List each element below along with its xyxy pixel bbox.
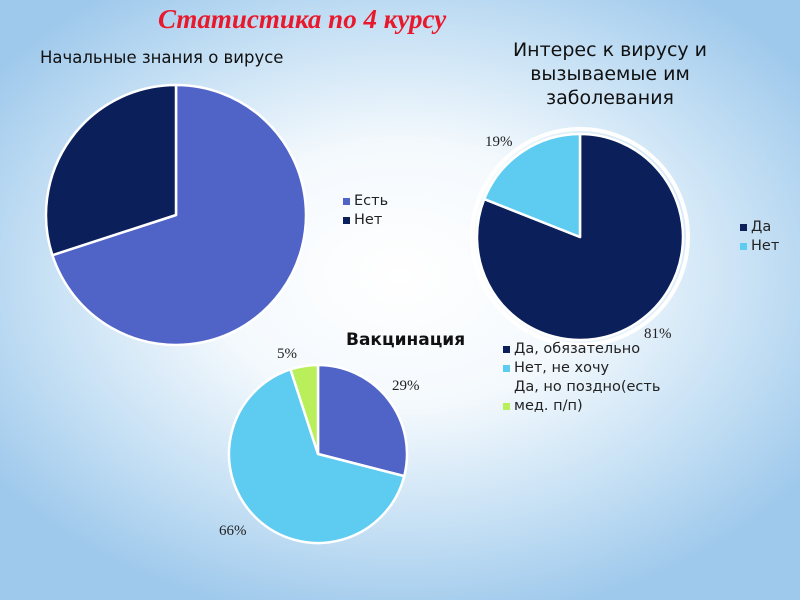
legend-marker [740,243,747,250]
legend-label: Да, но поздно(есть мед. п/п) [514,379,661,414]
chart1-slice-0 [51,83,308,347]
legend-label: Нет [751,238,780,254]
chart1-legend-item-yes: Есть [343,192,388,211]
legend-label: Да [751,219,772,235]
chart1-legend-item-no: Нет [343,211,388,230]
chart2-legend: Да Нет [740,218,779,256]
chart3-data-label-late: 5% [277,346,297,362]
chart3-legend-item-late: Да, но поздно(есть мед. п/п) [503,378,678,416]
legend-marker [343,198,350,205]
chart2-ring [470,127,690,347]
chart3-data-label-no: 66% [219,523,247,539]
slide-title: Статистика по 4 курсу [158,4,447,34]
legend-label: Есть [354,193,389,209]
chart3-slice-1 [227,368,406,545]
legend-marker [503,403,510,410]
legend-label: Нет [354,212,383,228]
legend-marker [740,224,747,231]
chart3-legend: Да, обязательно Нет, не хочу Да, но позд… [503,340,678,416]
chart2-legend-item-no: Нет [740,237,779,256]
chart2-data-label-yes: 81% [644,326,672,342]
legend-marker [503,365,510,372]
legend-label: Нет, не хочу [514,360,610,376]
chart3-legend-item-no: Нет, не хочу [503,359,678,378]
chart3-legend-item-yes: Да, обязательно [503,340,678,359]
chart3-slice-0 [316,363,409,478]
legend-marker [503,346,510,353]
chart3-data-label-yes: 29% [392,378,420,394]
legend-label: Да, обязательно [514,341,641,357]
chart3-title: Вакцинация [346,330,466,350]
chart1-legend: Есть Нет [343,192,388,230]
chart2-slice-1 [482,132,582,239]
chart2-legend-item-yes: Да [740,218,779,237]
chart3-slice-2 [289,363,320,456]
chart2-title: Интерес к вирусу и вызываемые им заболев… [512,39,708,109]
chart1-slice-1 [44,83,178,257]
chart1-title: Начальные знания о вирусе [40,48,284,67]
chart2-data-label-no: 19% [485,134,513,150]
legend-marker [343,217,350,224]
